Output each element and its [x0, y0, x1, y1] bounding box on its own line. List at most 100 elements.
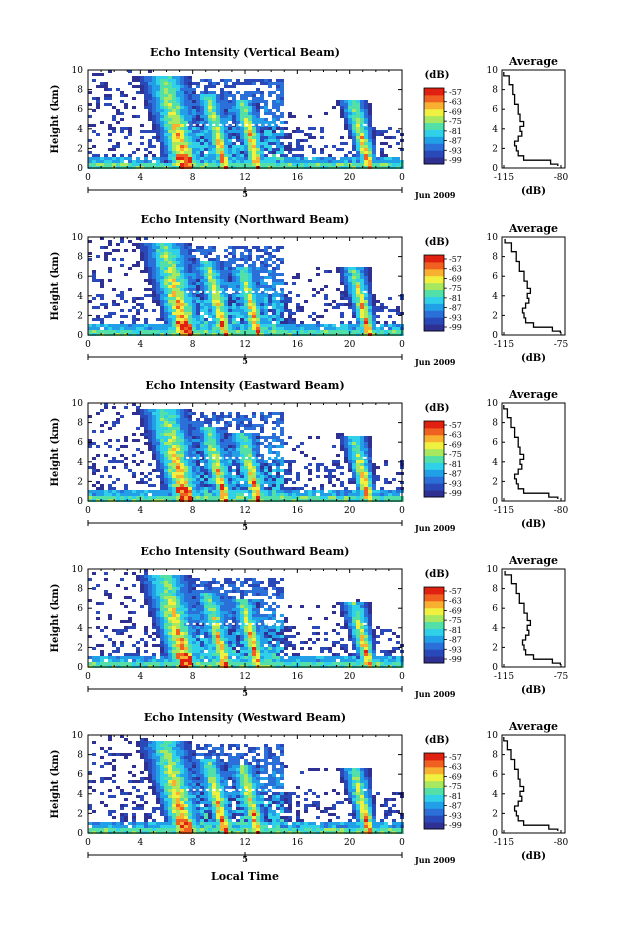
y-tick-label: 6	[77, 272, 83, 282]
heatmap-cell	[140, 255, 144, 258]
heatmap-cell	[248, 460, 252, 463]
heatmap-cell	[112, 300, 116, 303]
heatmap-cell	[144, 656, 148, 659]
heatmap-cell	[232, 255, 236, 258]
heatmap-cell	[168, 109, 172, 112]
heatmap-cell	[228, 285, 232, 288]
heatmap-cell	[204, 133, 208, 136]
heatmap-cell	[356, 294, 360, 297]
heatmap-cell	[200, 246, 204, 249]
heatmap-cell	[168, 252, 172, 255]
heatmap-cell	[212, 324, 216, 327]
heatmap-cell	[252, 451, 256, 454]
heatmap-cell	[304, 133, 308, 136]
heatmap-cell	[256, 157, 260, 160]
heatmap-cell	[296, 496, 300, 499]
heatmap-cell	[200, 309, 204, 312]
heatmap-cell	[120, 240, 124, 243]
heatmap-cell	[276, 294, 280, 297]
heatmap-cell	[168, 475, 172, 478]
heatmap-cell	[240, 151, 244, 154]
heatmap-cell	[148, 484, 152, 487]
heatmap-cell	[252, 415, 256, 418]
heatmap-cell	[168, 261, 172, 264]
heatmap-cell	[236, 439, 240, 442]
heatmap-cell	[184, 457, 188, 460]
heatmap-cell	[96, 493, 100, 496]
heatmap-cell	[140, 412, 144, 415]
heatmap-cell	[160, 638, 164, 641]
heatmap-cell	[196, 309, 200, 312]
heatmap-cell	[344, 454, 348, 457]
heatmap-cell	[184, 157, 188, 160]
heatmap-cell	[160, 415, 164, 418]
heatmap-cell	[148, 490, 152, 493]
heatmap-cell	[340, 157, 344, 160]
heatmap-cell	[140, 418, 144, 421]
heatmap-cell	[172, 300, 176, 303]
heatmap-cell	[172, 472, 176, 475]
heatmap-cell	[244, 118, 248, 121]
heatmap-cell	[148, 79, 152, 82]
heatmap-cell	[348, 445, 352, 448]
heatmap-cell	[312, 294, 316, 297]
heatmap-cell	[140, 433, 144, 436]
heatmap-cell	[300, 493, 304, 496]
heatmap-cell	[388, 297, 392, 300]
heatmap-cell	[256, 484, 260, 487]
heatmap-cell	[112, 629, 116, 632]
heatmap-cell	[244, 306, 248, 309]
heatmap-cell	[152, 258, 156, 261]
heatmap-cell	[260, 124, 264, 127]
heatmap-cell	[108, 460, 112, 463]
heatmap-cell	[216, 136, 220, 139]
heatmap-cell	[184, 154, 188, 157]
heatmap-cell	[156, 327, 160, 330]
heatmap-cell	[280, 430, 284, 433]
bright-band-mark	[251, 456, 255, 459]
heatmap-cell	[224, 97, 228, 100]
heatmap-cell	[252, 481, 256, 484]
heatmap-cell	[232, 442, 236, 445]
heatmap-cell	[288, 157, 292, 160]
heatmap-cell	[200, 261, 204, 264]
heatmap-cell	[264, 463, 268, 466]
heatmap-cell	[92, 297, 96, 300]
heatmap-cell	[188, 127, 192, 130]
heatmap-cell	[180, 412, 184, 415]
heatmap-cell	[284, 324, 288, 327]
heatmap-cell	[332, 327, 336, 330]
heatmap-cell	[176, 76, 180, 79]
heatmap-cell	[168, 91, 172, 94]
heatmap-cell	[96, 163, 100, 166]
heatmap-cell	[172, 115, 176, 118]
heatmap-cell	[152, 109, 156, 112]
colorbar-swatch	[424, 289, 444, 297]
heatmap-cell	[256, 330, 260, 333]
heatmap-cell	[220, 415, 224, 418]
heatmap-cell	[348, 454, 352, 457]
heatmap-cell	[384, 157, 388, 160]
heatmap-cell	[152, 593, 156, 596]
heatmap-cell	[312, 330, 316, 333]
heatmap-cell	[148, 635, 152, 638]
heatmap-cell	[232, 297, 236, 300]
heatmap-cell	[160, 644, 164, 647]
heatmap-cell	[124, 466, 128, 469]
heatmap-cell	[116, 112, 120, 115]
heatmap-cell	[344, 127, 348, 130]
heatmap-cell	[172, 264, 176, 267]
heatmap-cell	[172, 312, 176, 315]
heatmap-cell	[224, 151, 228, 154]
heatmap-cell	[144, 106, 148, 109]
heatmap-cell	[348, 130, 352, 133]
heatmap-cell	[260, 82, 264, 85]
heatmap-cell	[228, 124, 232, 127]
heatmap-cell	[112, 644, 116, 647]
heatmap-cell	[336, 267, 340, 270]
heatmap-cell	[168, 151, 172, 154]
heatmap-cell	[340, 433, 344, 436]
heatmap-cell	[248, 106, 252, 109]
heatmap-cell	[148, 264, 152, 267]
heatmap-cell	[124, 324, 128, 327]
